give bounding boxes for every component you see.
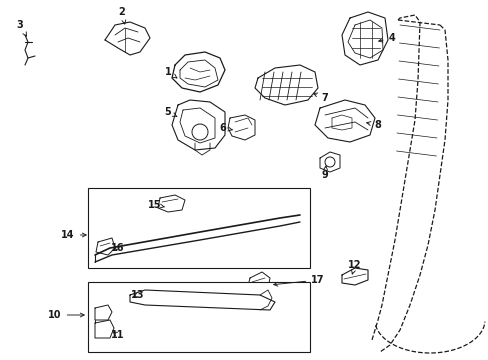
Text: 8: 8 <box>366 120 381 130</box>
Text: 9: 9 <box>321 166 328 180</box>
Polygon shape <box>227 115 254 140</box>
Text: 10: 10 <box>48 310 84 320</box>
Text: 3: 3 <box>17 20 26 36</box>
Polygon shape <box>172 52 224 92</box>
Polygon shape <box>95 320 114 338</box>
Circle shape <box>325 157 334 167</box>
Text: 17: 17 <box>273 275 324 286</box>
Circle shape <box>192 124 207 140</box>
Polygon shape <box>95 305 112 320</box>
Text: 14: 14 <box>61 230 86 240</box>
Text: 13: 13 <box>131 290 144 300</box>
Text: 15: 15 <box>148 200 164 210</box>
Text: 5: 5 <box>164 107 177 117</box>
Text: 11: 11 <box>111 330 124 340</box>
Polygon shape <box>105 22 150 55</box>
Text: 7: 7 <box>313 93 328 103</box>
Polygon shape <box>172 100 224 150</box>
Bar <box>88 282 309 352</box>
Text: 12: 12 <box>347 260 361 274</box>
Polygon shape <box>314 100 374 142</box>
Text: 1: 1 <box>164 67 177 78</box>
Bar <box>88 188 309 268</box>
Text: 6: 6 <box>219 123 232 133</box>
Polygon shape <box>130 290 274 310</box>
Text: 16: 16 <box>111 243 124 253</box>
Polygon shape <box>341 12 387 65</box>
Text: 2: 2 <box>119 7 125 24</box>
Polygon shape <box>254 65 317 105</box>
Text: 4: 4 <box>378 33 395 43</box>
Polygon shape <box>341 268 367 285</box>
